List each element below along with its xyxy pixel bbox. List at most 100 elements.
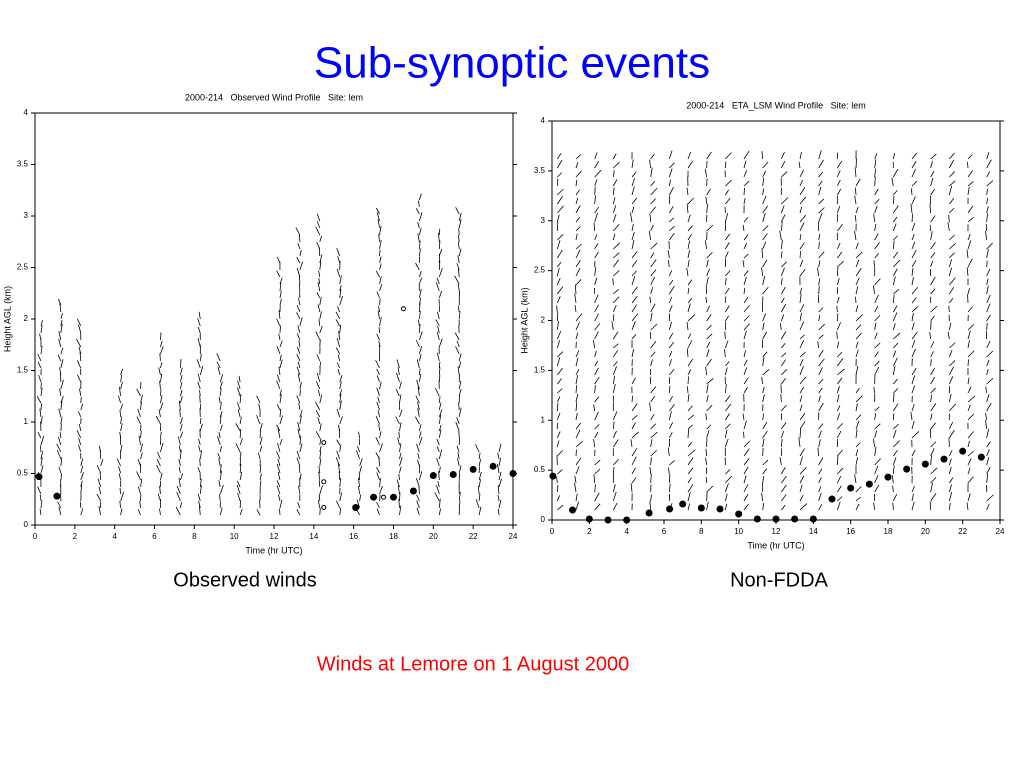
wind-barb	[595, 484, 596, 492]
wind-barb	[912, 340, 915, 348]
wind-barb	[949, 243, 955, 249]
wind-barb	[77, 375, 80, 382]
wind-barb	[968, 451, 974, 456]
wind-barb	[557, 234, 563, 240]
wind-barb	[893, 153, 894, 159]
wind-barb	[949, 404, 955, 411]
wind-barb	[893, 312, 897, 321]
wind-barb	[439, 291, 441, 298]
wind-barb	[632, 457, 636, 465]
wind-barb	[437, 278, 439, 284]
data-point	[792, 516, 798, 522]
wind-barb	[160, 395, 162, 403]
wind-barb	[277, 319, 280, 326]
wind-barb	[819, 350, 824, 357]
wind-barb	[725, 494, 727, 501]
wind-barb	[630, 213, 632, 222]
wind-barb	[595, 351, 597, 357]
wind-barb	[595, 213, 598, 222]
wind-barb	[81, 508, 83, 515]
wind-barb	[140, 501, 141, 508]
wind-barb	[912, 277, 914, 285]
wind-barb	[763, 276, 765, 285]
wind-barb	[987, 504, 989, 510]
wind-barb	[856, 497, 861, 501]
wind-barb	[298, 243, 300, 249]
wind-barb	[320, 326, 323, 333]
wind-barb	[968, 493, 970, 501]
wind-barb	[297, 312, 300, 319]
wind-barb	[688, 241, 690, 249]
wind-barb	[259, 404, 260, 410]
wind-barb	[763, 225, 769, 231]
wind-barb	[439, 367, 440, 375]
wind-barb	[744, 504, 748, 510]
wind-barb	[819, 403, 824, 411]
x-tick-label: 24	[509, 532, 518, 541]
wind-barb	[949, 215, 950, 222]
wind-barb	[595, 243, 598, 249]
wind-barb	[651, 341, 656, 348]
wind-barb	[613, 187, 614, 195]
wind-barb	[688, 394, 689, 402]
wind-barb	[856, 366, 858, 375]
wind-barb	[893, 333, 900, 339]
wind-barb	[557, 331, 561, 339]
wind-barb	[949, 503, 950, 510]
wind-barb	[688, 429, 689, 438]
wind-barb	[297, 458, 300, 466]
wind-barb	[706, 458, 707, 465]
wind-barb	[893, 295, 894, 303]
data-point	[322, 441, 326, 445]
wind-barb	[669, 151, 672, 159]
wind-barb	[874, 260, 875, 267]
wind-barb	[320, 438, 321, 445]
wind-barb	[818, 448, 819, 456]
y-tick-label: 3	[541, 216, 546, 225]
wind-barb	[613, 422, 614, 429]
wind-barb	[120, 488, 121, 494]
wind-barb	[762, 249, 763, 258]
wind-barb	[318, 390, 319, 396]
wind-barb	[595, 187, 596, 195]
slide-title: Sub-synoptic events	[314, 39, 710, 88]
wind-barb	[575, 294, 576, 303]
wind-barb	[912, 234, 914, 240]
x-tick-label: 20	[921, 527, 930, 536]
wind-barb	[949, 477, 953, 483]
wind-barb	[931, 359, 932, 366]
wind-barb	[160, 353, 161, 361]
wind-barb	[418, 200, 419, 207]
wind-barb	[240, 509, 242, 515]
wind-barb	[744, 421, 746, 429]
wind-barb	[41, 417, 42, 424]
wind-barb	[397, 359, 399, 368]
wind-barb	[220, 374, 223, 382]
wind-barb	[200, 395, 201, 403]
wind-barb	[968, 477, 974, 483]
wind-barb	[763, 503, 764, 510]
wind-barb	[337, 440, 340, 445]
wind-barb	[260, 437, 262, 445]
wind-barb	[875, 367, 879, 375]
wind-barb	[576, 502, 579, 510]
wind-barb	[317, 355, 320, 361]
wind-barb	[297, 305, 300, 312]
wind-barb	[613, 344, 618, 348]
wind-barb	[707, 204, 708, 213]
wind-barb	[800, 251, 801, 258]
wind-barb	[800, 197, 806, 204]
wind-barb	[280, 341, 282, 347]
wind-barb	[931, 216, 936, 222]
wind-barb	[439, 467, 440, 473]
data-point	[960, 448, 966, 454]
wind-barb	[931, 351, 934, 357]
wind-barb	[744, 277, 746, 285]
wind-barb	[297, 268, 300, 277]
wind-barb	[688, 468, 693, 474]
wind-barb	[576, 250, 580, 258]
wind-barb	[319, 271, 320, 277]
wind-barb	[800, 485, 802, 492]
wind-barb	[856, 443, 860, 447]
wind-barb	[200, 390, 201, 396]
